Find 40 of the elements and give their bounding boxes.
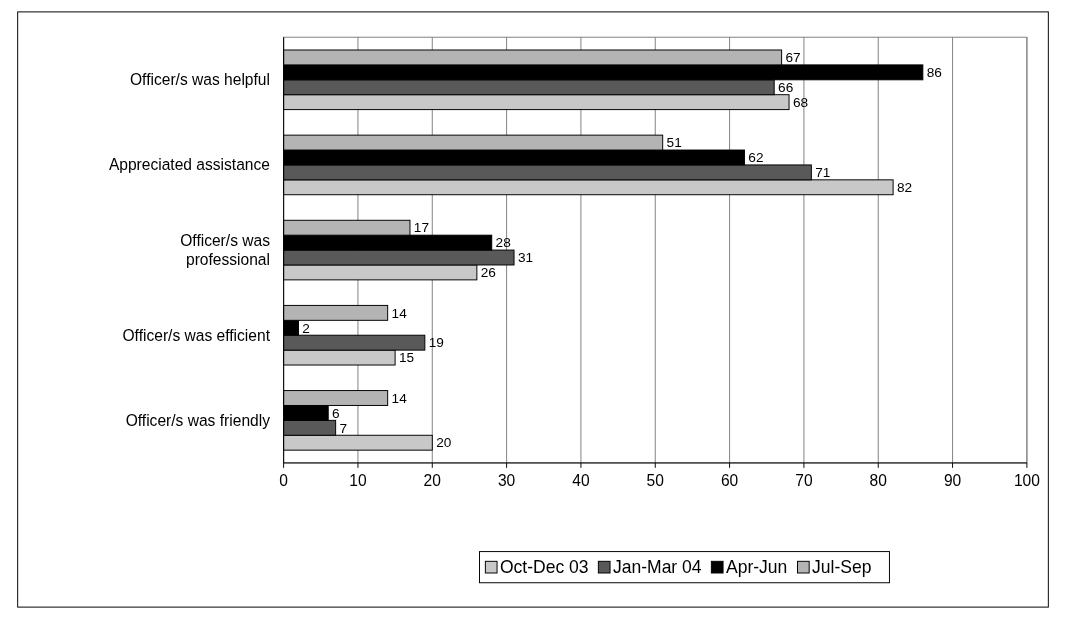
data-label: 71	[815, 165, 831, 181]
data-label: 6	[332, 405, 340, 421]
x-tick-label: 20	[423, 472, 442, 490]
x-tick-label: 80	[869, 472, 888, 490]
data-label: 62	[748, 150, 764, 166]
data-label: 17	[413, 220, 430, 236]
data-label: 19	[428, 335, 444, 351]
data-label: 14	[391, 390, 408, 406]
x-tick-label: 40	[572, 472, 590, 490]
data-label: 67	[785, 50, 801, 66]
y-tick-label: Officer/s was helpful	[129, 71, 270, 89]
data-label: 26	[480, 265, 496, 281]
legend-label: Apr-Jun	[725, 557, 788, 578]
data-label: 28	[495, 235, 511, 251]
data-label: 82	[897, 180, 913, 196]
x-tick-label: 90	[943, 472, 962, 490]
data-label: 14	[391, 305, 408, 321]
x-tick-label: 60	[720, 472, 739, 490]
x-tick-label: 10	[349, 472, 367, 490]
data-label: 20	[436, 435, 452, 451]
y-tick-label: Appreciated assistance	[108, 156, 270, 174]
x-tick-label: 30	[497, 472, 516, 490]
legend-label: Oct-Dec 03	[499, 557, 589, 578]
legend-label: Jul-Sep	[812, 557, 872, 578]
x-tick-label: 70	[795, 472, 813, 490]
data-label: 68	[792, 94, 809, 110]
x-tick-label: 50	[646, 472, 665, 490]
y-tick-label: Officer/s was efficient	[122, 326, 271, 344]
x-tick-label: 100	[1013, 472, 1041, 490]
data-label: 7	[339, 420, 348, 436]
data-label: 66	[778, 80, 794, 96]
x-tick-label: 0	[279, 472, 289, 490]
data-label: 51	[666, 135, 682, 151]
data-label: 2	[302, 320, 310, 336]
y-tick-label: Officer/s was professional	[180, 231, 271, 269]
y-tick-label: Officer/s was friendly	[125, 411, 271, 429]
legend-label: Jan-Mar 04	[612, 557, 702, 578]
data-label: 31	[517, 250, 534, 266]
data-label: 86	[926, 65, 942, 81]
data-label: 15	[399, 350, 415, 366]
